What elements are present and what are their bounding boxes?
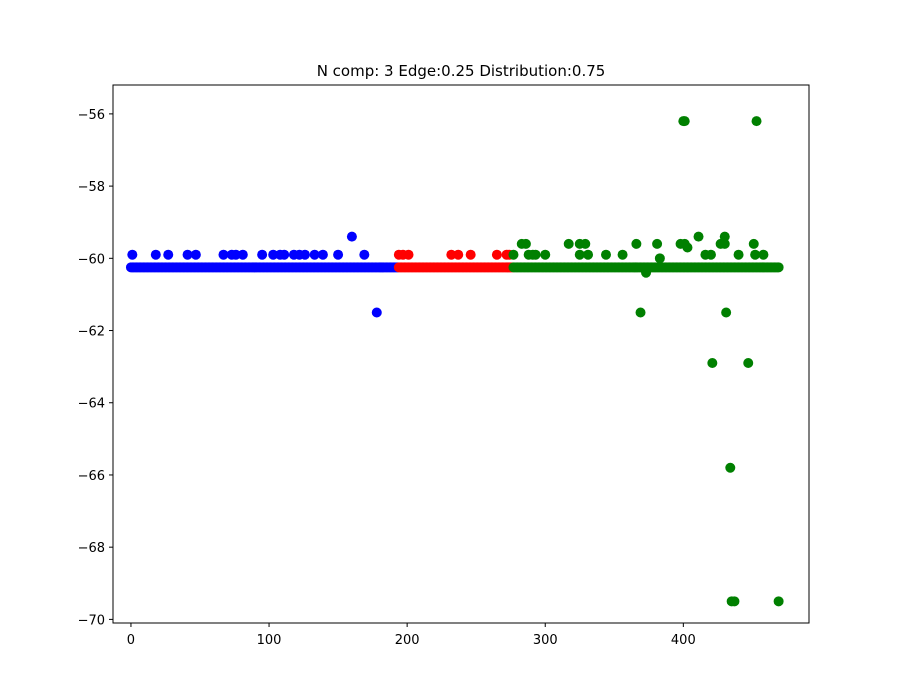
data-point (682, 242, 693, 253)
data-point (617, 249, 628, 260)
data-point (733, 249, 744, 260)
data-point (583, 249, 594, 260)
data-point (751, 116, 762, 127)
data-point (719, 238, 730, 249)
data-point (150, 249, 161, 260)
series-2 (508, 116, 784, 607)
y-tick-label: −62 (78, 325, 105, 340)
y-tick-label: −58 (78, 180, 105, 195)
data-point (580, 238, 591, 249)
data-point (346, 231, 357, 242)
data-point (465, 249, 476, 260)
x-tick-label: 100 (257, 633, 282, 648)
data-point (333, 249, 344, 260)
data-point (729, 596, 740, 607)
data-point (540, 249, 551, 260)
y-tick-label: −64 (78, 397, 105, 412)
x-tick-label: 200 (395, 633, 420, 648)
data-point (693, 231, 704, 242)
data-point (371, 307, 382, 318)
y-tick-label: −68 (78, 541, 105, 556)
data-point (641, 267, 652, 278)
x-tick-label: 0 (127, 633, 135, 648)
data-point (403, 249, 414, 260)
data-point (182, 249, 193, 260)
data-point (748, 238, 759, 249)
y-tick-label: −56 (78, 108, 105, 123)
data-point (530, 249, 541, 260)
data-point (725, 462, 736, 473)
chart-title: N comp: 3 Edge:0.25 Distribution:0.75 (317, 62, 606, 80)
data-point (163, 249, 174, 260)
data-point (758, 249, 769, 260)
data-point (773, 596, 784, 607)
x-tick-label: 400 (671, 633, 696, 648)
data-point (491, 249, 502, 260)
y-tick-label: −60 (78, 252, 105, 267)
data-point (359, 249, 370, 260)
data-point (446, 249, 457, 260)
data-point (268, 249, 279, 260)
data-point (279, 249, 290, 260)
data-point (574, 249, 585, 260)
data-point (719, 231, 730, 242)
series-0 (125, 231, 403, 318)
data-point (679, 116, 690, 127)
data-point (652, 238, 663, 249)
data-point (707, 358, 718, 369)
data-point (453, 249, 464, 260)
data-point (309, 249, 320, 260)
data-points (125, 116, 784, 607)
y-axis: −70 −68 −66 −64 −62 −60 −58 −56 (78, 108, 113, 628)
data-point (654, 253, 665, 264)
data-point (237, 249, 248, 260)
data-point (299, 249, 310, 260)
data-point (705, 249, 716, 260)
series-1 (393, 249, 518, 273)
data-point (773, 262, 784, 273)
data-point (257, 249, 268, 260)
data-point (317, 249, 328, 260)
data-point (218, 249, 229, 260)
x-axis: 0 100 200 300 400 (127, 623, 696, 648)
data-point (721, 307, 732, 318)
data-point (230, 249, 241, 260)
data-point (190, 249, 201, 260)
y-tick-label: −66 (78, 469, 105, 484)
data-point (508, 249, 519, 260)
data-point (127, 249, 138, 260)
plot-frame (112, 84, 810, 624)
x-tick-label: 300 (533, 633, 558, 648)
data-point (563, 238, 574, 249)
y-tick-label: −70 (78, 613, 105, 628)
data-point (750, 249, 761, 260)
data-point (743, 358, 754, 369)
data-point (520, 238, 531, 249)
data-point (631, 238, 642, 249)
data-point (635, 307, 646, 318)
data-point (601, 249, 611, 260)
